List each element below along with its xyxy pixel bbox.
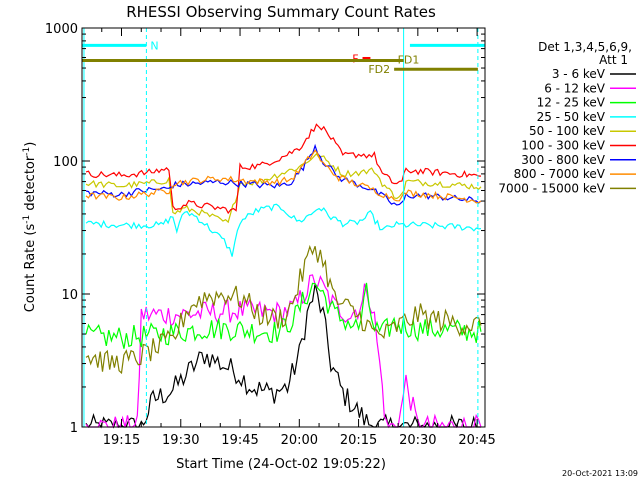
legend-entry-label-7: 800 - 7000 keV xyxy=(514,167,606,181)
y-tick-label-0: 1 xyxy=(70,421,78,436)
legend-header-line1: Det 1,3,4,5,6,9, xyxy=(538,40,632,54)
legend-entry-label-1: 6 - 12 keV xyxy=(544,81,606,95)
series-line-1 xyxy=(85,274,482,429)
x-axis: 19:15 19:30 19:45 20:00 20:15 20:30 20:45 xyxy=(81,28,496,448)
y-tick-label-2: 100 xyxy=(53,155,78,170)
series-line-0 xyxy=(85,283,481,429)
plot-frame xyxy=(81,27,486,428)
annotation-layer: NFFD1FD2 xyxy=(82,28,485,427)
data-layer xyxy=(85,123,482,429)
legend-entry-label-2: 12 - 25 keV xyxy=(537,96,606,110)
x-axis-label: Start Time (24-Oct-02 19:05:22) xyxy=(176,457,386,472)
series-line-5 xyxy=(85,123,482,215)
x-tick-label-0: 19:15 xyxy=(103,433,140,448)
interval-label-3: FD1 xyxy=(398,53,420,66)
legend-entry-label-3: 25 - 50 keV xyxy=(537,110,606,124)
chart-title: RHESSI Observing Summary Count Rates xyxy=(126,3,436,21)
y-axis-label: Count Rate (s-1 detector-1) xyxy=(22,142,38,313)
x-tick-label-2: 19:45 xyxy=(221,433,258,448)
legend-entry-label-0: 3 - 6 keV xyxy=(552,67,606,81)
interval-label-0: N xyxy=(150,39,158,52)
x-tick-label-3: 20:00 xyxy=(281,433,318,448)
legend-entry-label-5: 100 - 300 keV xyxy=(521,139,605,153)
y-tick-label-3: 1000 xyxy=(45,22,78,37)
footer-timestamp: 20-Oct-2021 13:09 xyxy=(562,469,638,478)
series-line-3 xyxy=(85,203,482,257)
x-tick-label-6: 20:45 xyxy=(458,433,495,448)
series-line-7 xyxy=(85,149,482,204)
interval-label-4: FD2 xyxy=(368,63,390,76)
x-tick-label-1: 19:30 xyxy=(162,433,199,448)
y-tick-label-1: 10 xyxy=(61,288,78,303)
legend-entry-label-6: 300 - 800 keV xyxy=(521,153,605,167)
x-tick-label-5: 20:30 xyxy=(399,433,436,448)
legend-entry-label-4: 50 - 100 keV xyxy=(529,124,606,138)
y-axis: 1 10 100 1000 xyxy=(45,22,485,436)
series-line-8 xyxy=(85,244,482,375)
x-tick-label-4: 20:15 xyxy=(340,433,377,448)
series-line-4 xyxy=(85,152,482,224)
legend-header-line2: Att 1 xyxy=(599,53,628,67)
legend-entry-label-8: 7000 - 15000 keV xyxy=(498,181,605,195)
